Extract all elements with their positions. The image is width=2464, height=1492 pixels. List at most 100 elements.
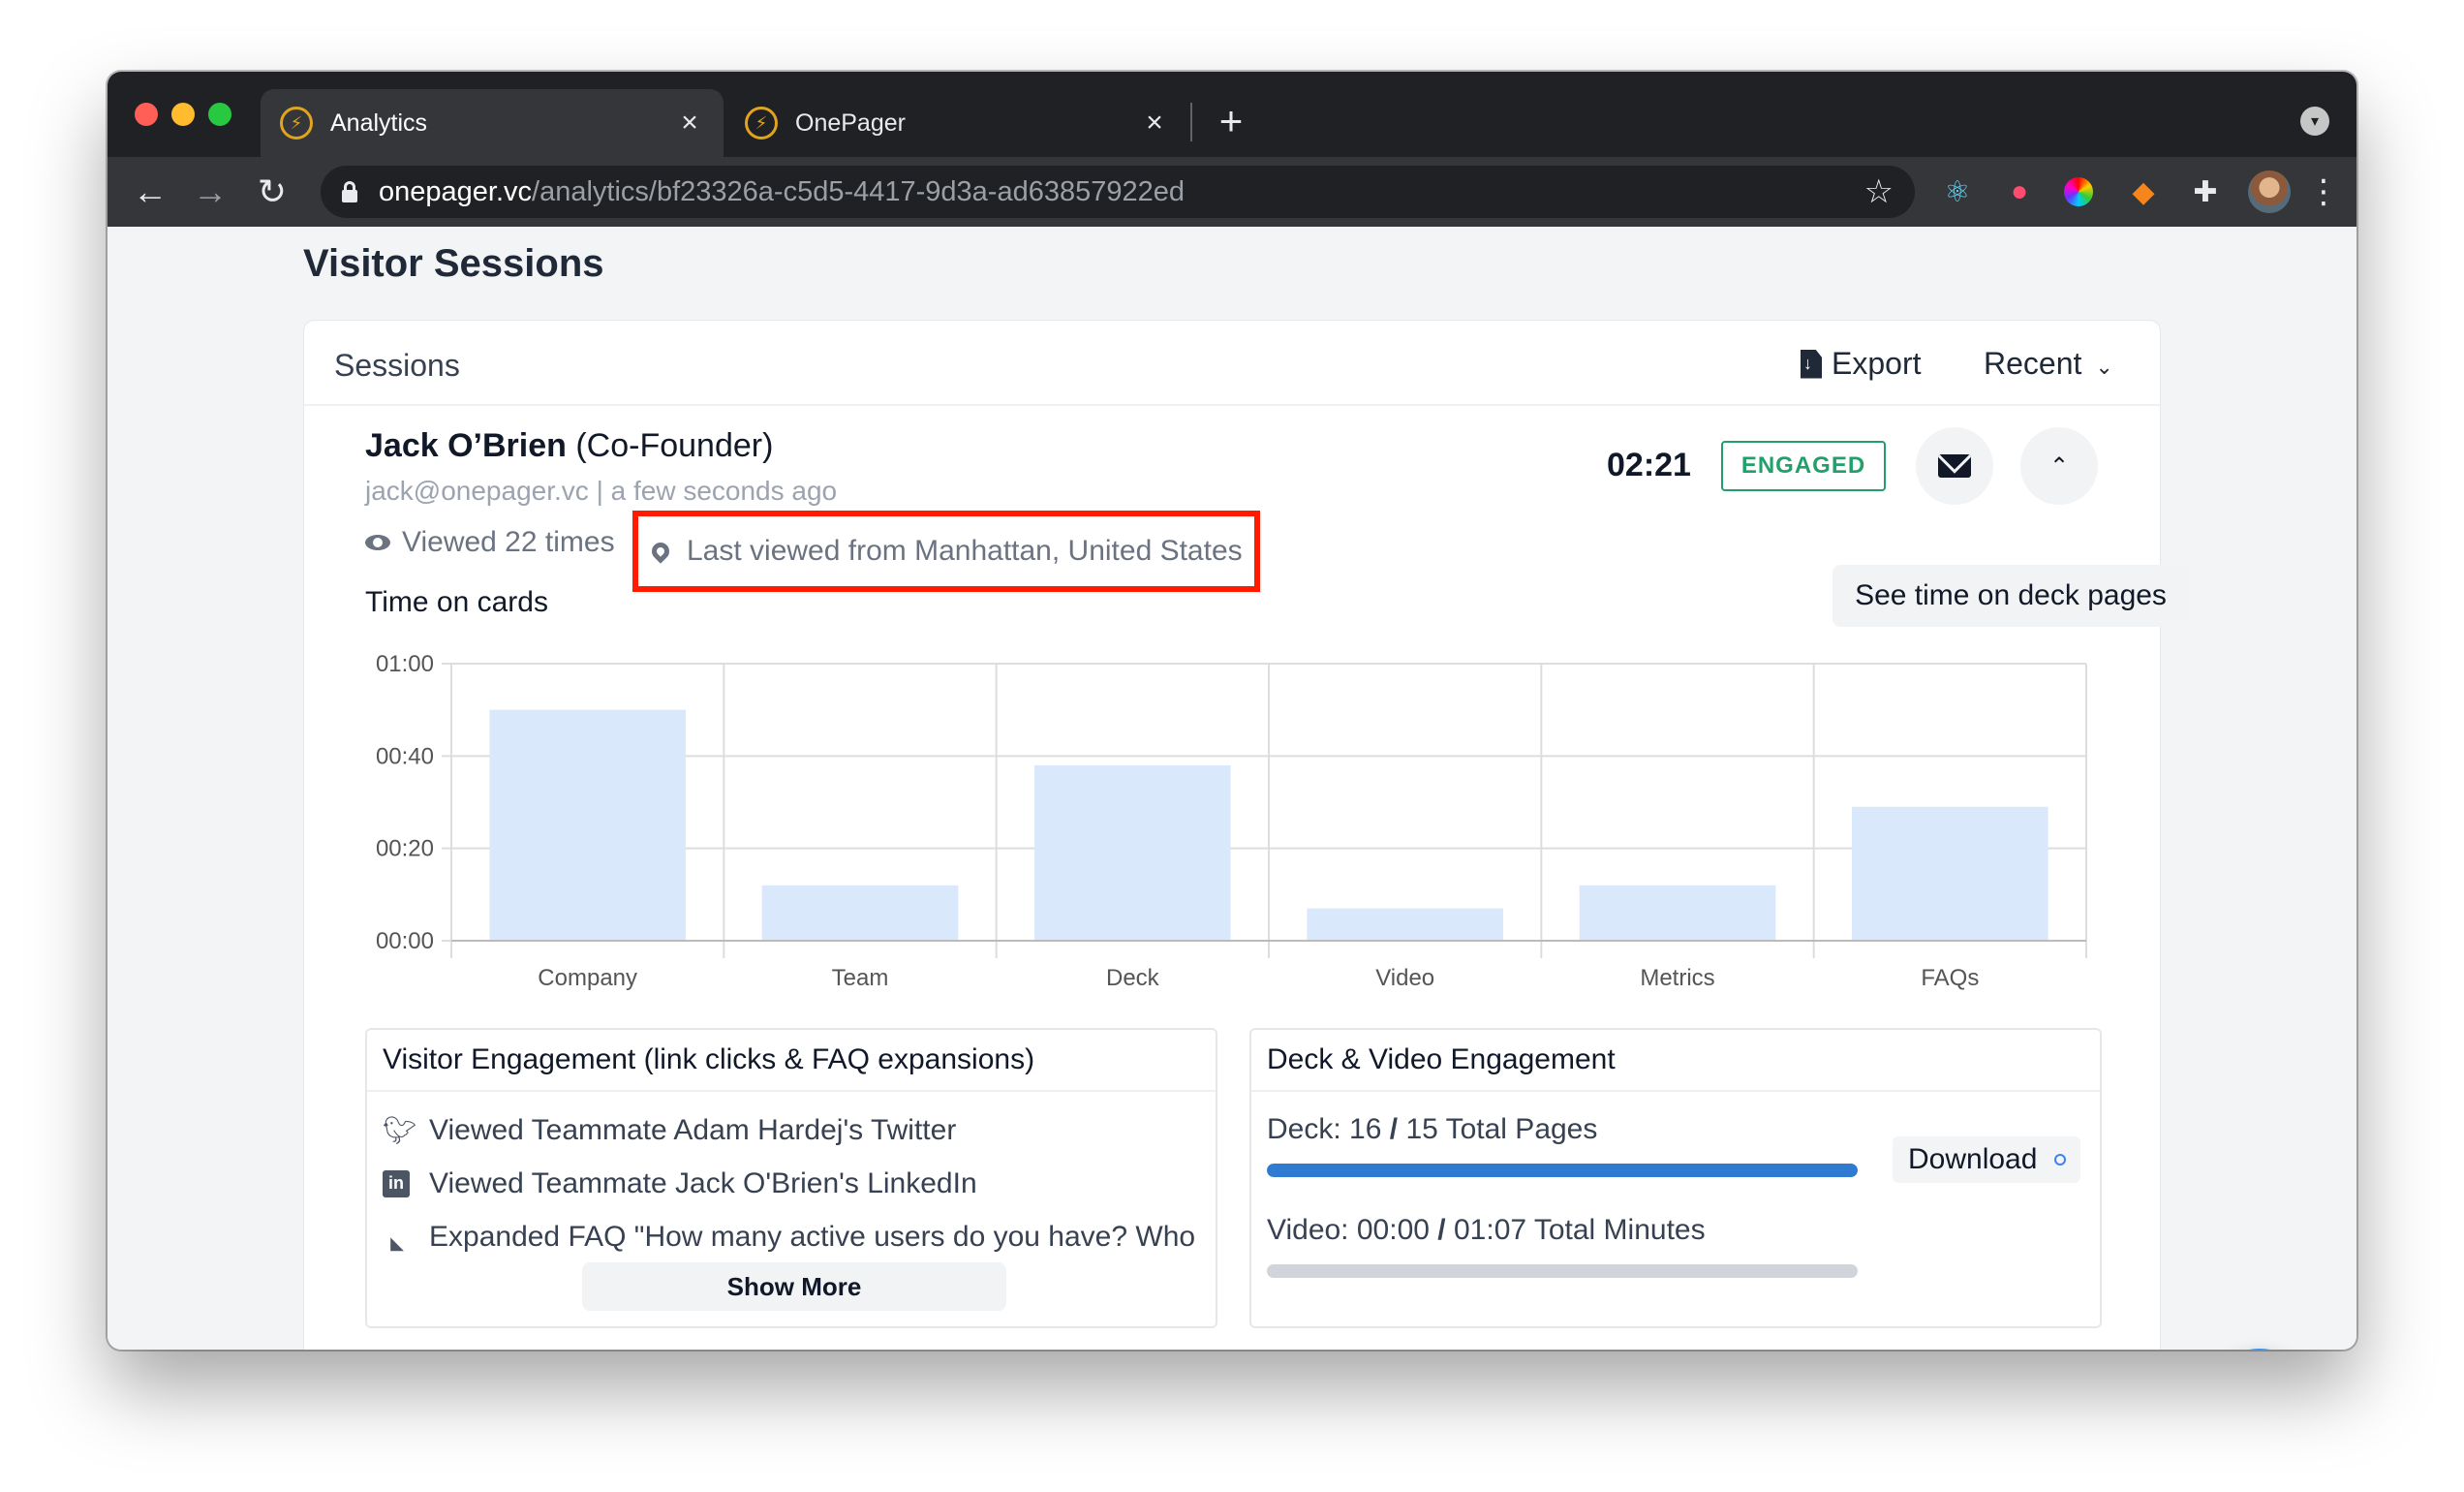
deck-total: 15 Total Pages — [1405, 1113, 1598, 1145]
y-tick-label: 00:40 — [376, 743, 434, 769]
new-tab-button[interactable]: + — [1218, 98, 1244, 143]
tab-search-icon[interactable]: ▾ — [2300, 107, 2329, 136]
see-time-on-deck-button[interactable]: See time on deck pages — [1833, 565, 2189, 627]
extensions-puzzle-icon[interactable]: ✚ — [2193, 175, 2218, 208]
tab-title: Analytics — [330, 109, 428, 137]
extension-red-icon[interactable]: ● — [2010, 175, 2029, 207]
twitter-icon: 🐦︎ — [383, 1115, 417, 1145]
location-highlight: Last viewed from Manhattan, United State… — [632, 511, 1260, 592]
more-vertical-icon[interactable]: ⋮ — [2307, 173, 2340, 210]
visitor-meta: jack@onepager.vc | a few seconds ago — [365, 476, 837, 507]
time-on-cards-chart: 00:00 00:20 00:40 01:00 Company Team Deck Video… — [343, 646, 2154, 1005]
chart-heading: Time on cards — [365, 586, 548, 618]
bar-faqs — [1852, 806, 2048, 941]
x-tick-label: Video — [1375, 965, 1434, 991]
download-label: Download — [1908, 1143, 2038, 1175]
reload-icon[interactable]: ↻ — [257, 171, 288, 211]
url-path: /analytics/bf23326a-c5d5-4417-9d3a-ad638… — [532, 175, 1185, 207]
back-arrow-icon[interactable]: ← — [133, 171, 168, 211]
bar-deck — [1034, 764, 1231, 941]
visitor-email[interactable]: jack@onepager.vc — [365, 476, 589, 506]
deck-pages-text: Deck: 16 / 15 Total Pages — [1267, 1113, 1597, 1146]
lock-icon — [342, 181, 357, 202]
envelope-icon — [1938, 454, 1971, 478]
bar-video — [1307, 908, 1503, 941]
sessions-card: Sessions Export Recent ⌄ Jack O’Brien (Co… — [303, 320, 2189, 1350]
page-content: Visitor Sessions Sessions Export Recent ⌄… — [108, 227, 2356, 1350]
browser-window: ⚡ Analytics × ⚡ OnePager × + ▾ ← → ↻ one… — [108, 72, 2356, 1350]
meta-separator: | — [596, 476, 603, 506]
close-icon[interactable]: × — [681, 107, 698, 139]
react-devtools-icon[interactable]: ⚛ — [1944, 175, 1971, 208]
bookmark-star-icon[interactable]: ☆ — [1863, 173, 1894, 210]
show-more-button[interactable]: Show More — [582, 1262, 1006, 1311]
profile-avatar[interactable] — [2248, 171, 2291, 213]
visitor-engagement-panel: Visitor Engagement (link clicks & FAQ ex… — [365, 1028, 1217, 1328]
sessions-label: Sessions — [334, 348, 460, 383]
video-prefix: Video: — [1267, 1214, 1349, 1246]
tab-strip: ⚡ Analytics × ⚡ OnePager × + ▾ — [108, 72, 2356, 157]
visitor-name: Jack O’Brien (Co-Founder) — [365, 427, 773, 465]
export-button[interactable]: Export — [1801, 346, 1921, 382]
x-tick-label: Company — [538, 965, 637, 991]
close-icon[interactable]: × — [1146, 107, 1163, 139]
file-download-icon — [1801, 349, 1822, 379]
url-text[interactable]: onepager.vc/analytics/bf23326a-c5d5-4417… — [379, 176, 1864, 208]
sort-dropdown[interactable]: Recent ⌄ — [1984, 346, 2113, 382]
collapse-button[interactable]: ⌃ — [2020, 427, 2098, 505]
chevron-up-icon: ⌃ — [2048, 452, 2070, 480]
forward-arrow-icon[interactable]: → — [193, 171, 228, 211]
tab-analytics[interactable]: ⚡ Analytics × — [261, 89, 724, 157]
x-tick-label: Metrics — [1640, 965, 1714, 991]
bar-company — [489, 709, 686, 941]
expand-triangle-icon: ◣ — [390, 1233, 404, 1253]
views-count: Viewed 22 times — [402, 526, 615, 558]
engagement-text: Viewed Teammate Adam Hardej's Twitter — [429, 1113, 957, 1146]
sessions-header: Sessions Export Recent ⌄ — [304, 321, 2160, 406]
list-item[interactable]: 🐦︎ Viewed Teammate Adam Hardej's Twitter — [383, 1103, 1200, 1157]
video-minutes-text: Video: 00:00 / 01:07 Total Minutes — [1267, 1214, 1706, 1247]
visitor-role: (Co-Founder) — [575, 427, 774, 464]
x-tick-label: Deck — [1106, 965, 1160, 991]
location-text: Last viewed from Manhattan, United State… — [687, 535, 1243, 567]
email-button[interactable] — [1916, 427, 1993, 505]
engagement-text: Expanded FAQ "How many active users do y… — [429, 1220, 1196, 1253]
status-dot-icon — [2054, 1154, 2067, 1166]
eye-icon — [365, 535, 390, 550]
list-item[interactable]: in Viewed Teammate Jack O'Brien's Linked… — [383, 1157, 1200, 1210]
engagement-list: 🐦︎ Viewed Teammate Adam Hardej's Twitter… — [367, 1092, 1216, 1263]
download-button[interactable]: Download — [1893, 1136, 2080, 1183]
page-title: Visitor Sessions — [303, 242, 604, 285]
deck-progress-fill — [1267, 1164, 1858, 1177]
video-progress-bar — [1267, 1264, 1858, 1278]
lightning-icon: ⚡ — [745, 107, 778, 140]
bar-metrics — [1579, 885, 1776, 941]
chat-launcher-button[interactable] — [2202, 1349, 2318, 1350]
status-badge: ENGAGED — [1721, 441, 1886, 491]
deck-prefix: Deck: — [1267, 1113, 1341, 1145]
deck-separator: / — [1389, 1113, 1399, 1145]
url-host: onepager.vc — [379, 175, 533, 207]
engagement-text: Viewed Teammate Jack O'Brien's LinkedIn — [429, 1166, 977, 1199]
zoom-window-button[interactable] — [208, 103, 231, 126]
color-wheel-icon[interactable] — [2064, 177, 2093, 206]
sort-label: Recent — [1984, 346, 2082, 381]
deck-video-panel: Deck & Video Engagement Deck: 16 / 15 To… — [1249, 1028, 2102, 1328]
deck-video-title: Deck & Video Engagement — [1251, 1030, 2100, 1092]
metamask-fox-icon[interactable]: ◆ — [2132, 175, 2155, 208]
x-tick-label: Team — [832, 965, 889, 991]
list-item[interactable]: ◣ Expanded FAQ "How many active users do… — [383, 1210, 1200, 1263]
map-pin-icon — [648, 539, 673, 564]
address-bar[interactable]: onepager.vc/analytics/bf23326a-c5d5-4417… — [321, 166, 1915, 218]
session-duration: 02:21 — [1607, 447, 1691, 483]
visitor-engagement-title: Visitor Engagement (link clicks & FAQ ex… — [367, 1030, 1216, 1092]
tab-onepager[interactable]: ⚡ OnePager × — [725, 89, 1188, 157]
y-tick-label: 01:00 — [376, 651, 434, 677]
y-tick-label: 00:20 — [376, 836, 434, 862]
tab-divider — [1190, 103, 1192, 141]
visitor-full-name: Jack O’Brien — [365, 427, 567, 464]
linkedin-icon: in — [383, 1169, 410, 1197]
close-window-button[interactable] — [135, 103, 158, 126]
video-separator: / — [1437, 1214, 1446, 1246]
minimize-window-button[interactable] — [171, 103, 195, 126]
